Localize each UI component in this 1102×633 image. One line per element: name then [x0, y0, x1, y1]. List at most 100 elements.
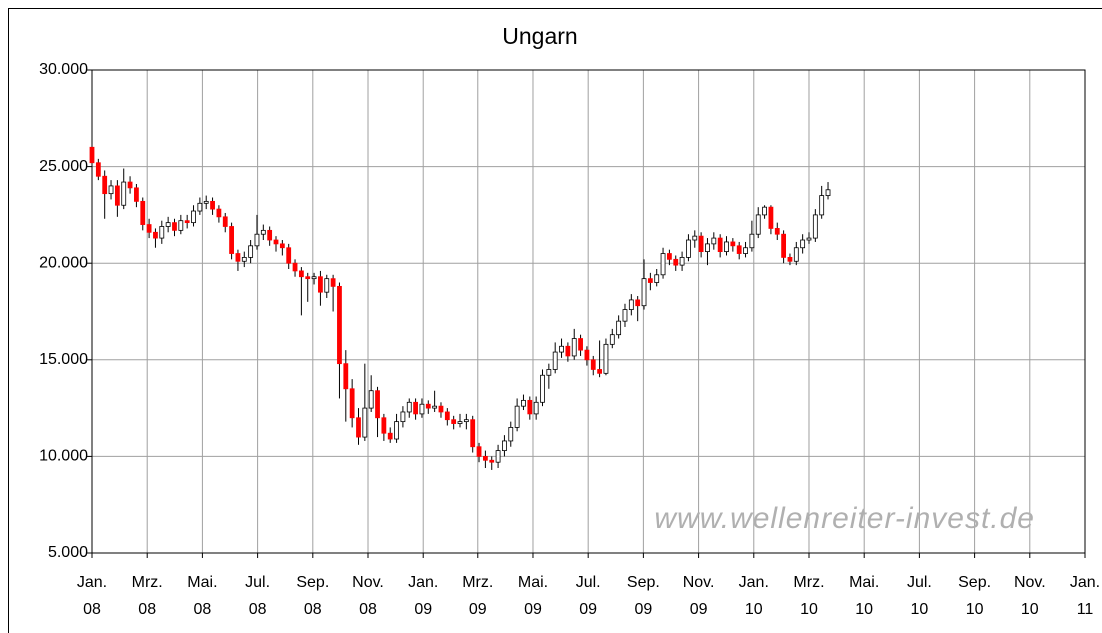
plot-frame	[91, 69, 1086, 554]
candle-body	[762, 206, 767, 216]
candle-body	[165, 222, 171, 227]
candle-body	[121, 181, 127, 206]
x-tick-label: 08	[249, 601, 267, 618]
candle-body	[463, 419, 469, 423]
candle-body	[736, 245, 742, 254]
candle-body	[216, 208, 222, 218]
x-tick-label: 09	[690, 601, 708, 618]
candle-body	[444, 411, 450, 421]
candle-body	[755, 214, 761, 235]
x-tick-label: 10	[800, 601, 818, 618]
candle-body	[368, 390, 374, 409]
candle-body	[394, 421, 399, 440]
candle-body	[172, 222, 177, 231]
candle-body	[381, 417, 387, 434]
x-tick-label: 11	[1077, 601, 1094, 618]
chart-title: Ungarn	[502, 23, 577, 49]
y-tick-label: 10.000	[39, 448, 88, 465]
candle-body	[622, 309, 628, 322]
candle-body	[400, 411, 406, 423]
candle-body	[787, 257, 793, 262]
candle-body	[800, 239, 806, 249]
candle-body	[324, 278, 330, 293]
candle-body	[584, 349, 590, 361]
candle-body	[806, 237, 812, 241]
candle-body	[349, 388, 355, 419]
candle-body	[362, 407, 368, 438]
candle-body	[254, 233, 260, 247]
candle-body	[184, 220, 190, 224]
candle-body	[717, 237, 723, 253]
candle-body	[191, 210, 196, 224]
candle-body	[343, 363, 349, 390]
candle-body	[451, 419, 457, 424]
candle-body	[514, 405, 520, 428]
candle-body	[495, 450, 501, 463]
candle-body	[660, 253, 666, 276]
candle-body	[521, 399, 526, 407]
candle-body	[298, 270, 304, 278]
candle-body	[267, 229, 273, 241]
x-tick-label: 09	[414, 601, 432, 618]
x-tick-label: Sep.	[627, 574, 660, 591]
y-tick-label: 15.000	[39, 351, 88, 368]
x-tick-label: Mrz.	[132, 574, 163, 591]
candle-body	[692, 235, 698, 241]
x-tick-label: Sep.	[296, 574, 329, 591]
candle-body	[178, 220, 184, 231]
candle-body	[203, 200, 209, 204]
candle-body	[425, 403, 431, 409]
candle-body	[292, 262, 298, 272]
x-tick-label: 09	[469, 601, 487, 618]
candle-body	[387, 432, 393, 440]
candle-body	[781, 233, 787, 258]
candle-body	[597, 369, 603, 374]
x-tick-label: 10	[966, 601, 984, 618]
x-tick-label: 08	[138, 601, 156, 618]
x-tick-label: Mai.	[518, 574, 548, 591]
y-tick-label: 20.000	[39, 254, 88, 271]
candle-body	[419, 403, 425, 415]
x-tick-label: Mrz.	[462, 574, 493, 591]
candle-body	[235, 253, 241, 262]
candle-body	[628, 299, 634, 310]
x-tick-label: 10	[1021, 601, 1039, 618]
x-tick-label: Jul.	[576, 574, 601, 591]
candle-body	[552, 351, 558, 370]
candle-body	[749, 233, 755, 249]
x-tick-label: Jul.	[907, 574, 932, 591]
candle-body	[711, 237, 717, 245]
x-tick-label: 08	[359, 601, 377, 618]
x-tick-label: 09	[634, 601, 652, 618]
candle-body	[279, 243, 285, 249]
candle-body	[508, 427, 514, 442]
candle-body	[432, 405, 438, 409]
candle-body	[241, 257, 247, 262]
candle-body	[502, 440, 507, 452]
candle-body	[413, 401, 418, 415]
candle-body	[470, 419, 476, 448]
x-tick-label: Jan.	[1070, 574, 1100, 591]
candle-body	[375, 390, 380, 419]
candle-body	[527, 399, 533, 415]
candle-body	[603, 343, 609, 374]
candle-body	[793, 247, 799, 262]
y-tick-label: 30.000	[39, 61, 88, 78]
candle-body	[406, 401, 412, 413]
candle-body	[95, 162, 101, 177]
candle-body	[146, 224, 152, 233]
candle-body	[489, 459, 495, 463]
candle-body	[812, 214, 818, 239]
x-tick-label: 08	[83, 601, 101, 618]
candle-body	[356, 417, 361, 438]
candle-body	[609, 334, 615, 345]
candle-body	[108, 185, 114, 195]
x-tick-label: 08	[194, 601, 212, 618]
candle-body	[318, 276, 323, 293]
x-tick-label: Mai.	[849, 574, 879, 591]
x-tick-label: 10	[745, 601, 763, 618]
candle-body	[825, 189, 831, 196]
candle-body	[134, 187, 139, 202]
candle-body	[641, 278, 647, 307]
